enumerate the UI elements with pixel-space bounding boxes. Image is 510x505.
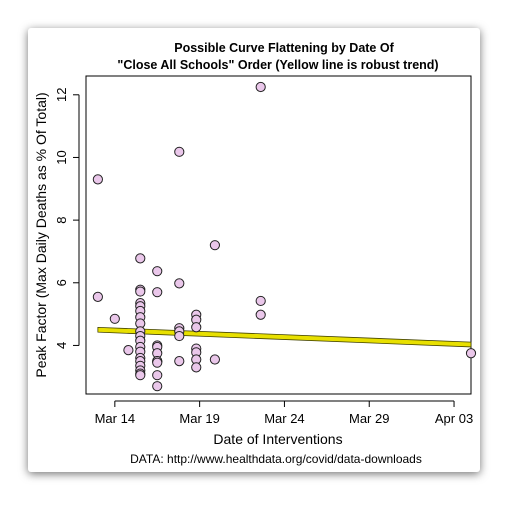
scatter-point (255, 295, 266, 307)
data-source-caption: DATA: http://www.healthdata.org/covid/da… (130, 452, 422, 466)
scatter-point (135, 370, 146, 381)
y-tick-label: 4 (54, 342, 69, 349)
scatter-point (465, 348, 477, 359)
scatter-point (152, 370, 163, 381)
y-tick-label: 10 (54, 150, 69, 164)
chart-subtitle: "Close All Schools" Order (Yellow line i… (117, 58, 438, 72)
scatter-point (209, 354, 220, 365)
y-tick-label: 12 (54, 88, 69, 102)
chart-title: Possible Curve Flattening by Date Of (174, 41, 394, 55)
x-axis: Mar 14 Mar 19 Mar 24 Mar 29 Apr 03 (95, 400, 473, 426)
plot-frame (85, 75, 472, 395)
points-layer (92, 81, 477, 392)
scatter-point (135, 253, 146, 264)
scatter-point (255, 81, 266, 93)
x-tick-label: Mar 24 (264, 411, 304, 426)
scatter-point (123, 345, 134, 356)
scatter-point (174, 356, 185, 367)
x-tick-label: Mar 29 (349, 411, 389, 426)
y-axis-label: Peak Factor (Max Daily Deaths as % Of To… (33, 92, 49, 377)
scatter-point (152, 381, 163, 392)
robust-trend-line (97, 326, 472, 348)
scatter-point (92, 174, 103, 185)
scatter-point (174, 278, 185, 289)
y-tick-label: 6 (54, 279, 69, 286)
scatter-point (191, 362, 202, 373)
y-axis: 4 6 8 10 12 (54, 88, 80, 349)
scatter-point (174, 330, 185, 342)
scatter-point (92, 291, 103, 302)
scatter-point (255, 309, 266, 320)
x-axis-label: Date of Interventions (213, 431, 342, 447)
trend-layer (97, 326, 472, 348)
x-tick-label: Mar 19 (179, 411, 219, 426)
scatter-point (152, 266, 163, 277)
chart-card (28, 28, 480, 472)
y-tick-label: 8 (54, 217, 69, 224)
scatter-point (191, 322, 202, 333)
x-tick-label: Mar 14 (95, 411, 135, 426)
x-tick-label: Apr 03 (435, 411, 473, 426)
scatter-point (209, 240, 220, 251)
scatter-point (174, 146, 185, 157)
scatter-point (109, 313, 120, 324)
scatter-point (152, 357, 163, 368)
scatter-point (152, 287, 163, 298)
scatter-point (135, 286, 146, 297)
